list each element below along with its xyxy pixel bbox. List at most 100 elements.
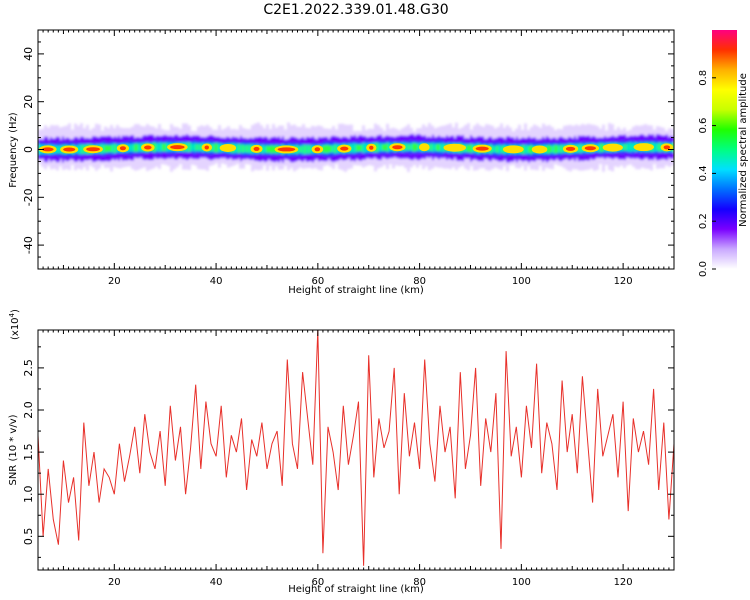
heatmap-ytick-label: 0 <box>22 146 35 153</box>
snr-ytick-label: 2.0 <box>22 401 35 419</box>
heatmap-core <box>136 143 138 152</box>
heatmap-core <box>470 144 472 153</box>
heatmap-core <box>622 143 624 151</box>
snr-multiplier-exponent: 4 <box>8 312 16 317</box>
heatmap-core <box>498 144 500 154</box>
heatmap-core <box>442 143 444 153</box>
heatmap-core <box>416 143 418 151</box>
heatmap-core <box>410 143 412 151</box>
heatmap-core <box>382 143 384 152</box>
heatmap-core <box>104 144 106 153</box>
heatmap-core <box>198 143 200 152</box>
heatmap-core <box>500 145 502 153</box>
snr-xtick-label: 120 <box>614 577 633 588</box>
heatmap-core <box>160 142 162 152</box>
heatmap-core <box>326 144 328 154</box>
heatmap-blob-red <box>663 145 671 150</box>
heatmap-blob-red <box>277 147 296 152</box>
heatmap-blob-yellow <box>219 143 237 152</box>
heatmap-core <box>466 144 468 153</box>
heatmap-core <box>246 144 248 153</box>
snr-ytick-label: 1.0 <box>22 485 35 503</box>
heatmap-core <box>78 144 80 154</box>
heatmap-core <box>354 143 356 153</box>
heatmap-blob-yellow <box>633 143 654 152</box>
heatmap-ytick-label: -20 <box>22 188 35 206</box>
heatmap-blob-yellow <box>418 143 430 152</box>
heatmap-core <box>268 145 270 153</box>
heatmap-core <box>438 143 440 152</box>
heatmap-ytick-label: -40 <box>22 236 35 254</box>
heatmap-blob-red <box>119 146 126 151</box>
heatmap-core <box>140 143 142 152</box>
heatmap-blob-yellow <box>531 145 548 154</box>
heatmap-core <box>128 144 130 152</box>
snr-xlabel: Height of straight line (km) <box>288 584 424 595</box>
heatmap-band <box>38 122 674 173</box>
heatmap-xlabel: Height of straight line (km) <box>288 285 424 296</box>
heatmap-core <box>552 144 554 154</box>
heatmap-core <box>200 144 202 151</box>
heatmap-core <box>298 146 300 153</box>
heatmap-core <box>332 145 334 153</box>
heatmap-core <box>558 145 560 153</box>
snr-ytick-label: 0.5 <box>22 528 35 546</box>
heatmap-core <box>82 144 84 154</box>
heatmap-core <box>626 143 628 152</box>
heatmap-core <box>156 143 158 151</box>
heatmap-core <box>266 145 268 154</box>
heatmap-core <box>432 143 434 152</box>
heatmap-core <box>154 142 156 153</box>
heatmap-panel: 20 40 60 80 100 120 -40 -20 0 20 40 Height of stra… <box>8 29 675 296</box>
heatmap-core <box>364 143 366 153</box>
snr-series-line <box>38 330 674 566</box>
heatmap-xtick-label: 40 <box>210 276 223 287</box>
heatmap-core <box>560 144 562 154</box>
heatmap-core <box>114 143 116 153</box>
heatmap-core <box>300 145 302 154</box>
snr-xtick-label: 100 <box>512 577 531 588</box>
heatmap-blob-red <box>565 146 576 151</box>
heatmap-core <box>550 145 552 153</box>
heatmap-core <box>494 145 496 153</box>
heatmap-blob-red <box>86 147 100 152</box>
heatmap-core <box>310 145 312 154</box>
heatmap-core <box>656 143 658 151</box>
colorbar-ticks: 0.0 0.2 0.4 0.6 0.8 <box>698 70 716 277</box>
heatmap-core <box>196 143 198 151</box>
heatmap-core <box>630 142 632 152</box>
heatmap-core <box>272 145 274 154</box>
heatmap-core <box>548 144 550 154</box>
heatmap-core <box>658 142 660 152</box>
colorbar-tick-label: 0.2 <box>698 213 709 229</box>
heatmap-core <box>262 144 264 154</box>
heatmap-ytick-label: 20 <box>22 95 35 109</box>
colorbar-tick-label: 0.8 <box>698 70 709 86</box>
heatmap-core <box>324 145 326 154</box>
snr-panel: 20 40 60 80 100 120 0.5 1.0 1.5 2.0 2.5 Height of … <box>8 309 675 595</box>
heatmap-ytick-label: 40 <box>22 47 35 61</box>
heatmap-core <box>238 143 240 154</box>
colorbar-gradient <box>712 30 737 269</box>
snr-ytick-label: 2.5 <box>22 359 35 377</box>
snr-xtick-label: 60 <box>311 577 324 588</box>
heatmap-core <box>328 145 330 153</box>
heatmap-core <box>406 143 408 151</box>
colorbar-tick-label: 0.4 <box>698 165 709 181</box>
heatmap-core <box>112 143 114 153</box>
heatmap-xtick-label: 60 <box>311 276 324 287</box>
heatmap-blob-red <box>63 147 76 152</box>
heatmap-core <box>430 143 432 151</box>
heatmap-core <box>496 145 498 153</box>
figure-title: C2E1.2022.339.01.48.G30 <box>263 2 448 18</box>
snr-multiplier: (x104) <box>8 309 21 340</box>
heatmap-band-group <box>38 122 674 173</box>
heatmap-core <box>436 143 438 152</box>
heatmap-blob-yellow <box>502 145 524 154</box>
heatmap-core <box>216 143 218 153</box>
heatmap-core <box>218 143 220 152</box>
heatmap-core <box>330 145 332 153</box>
heatmap-core <box>412 142 414 152</box>
heatmap-core <box>214 143 216 153</box>
